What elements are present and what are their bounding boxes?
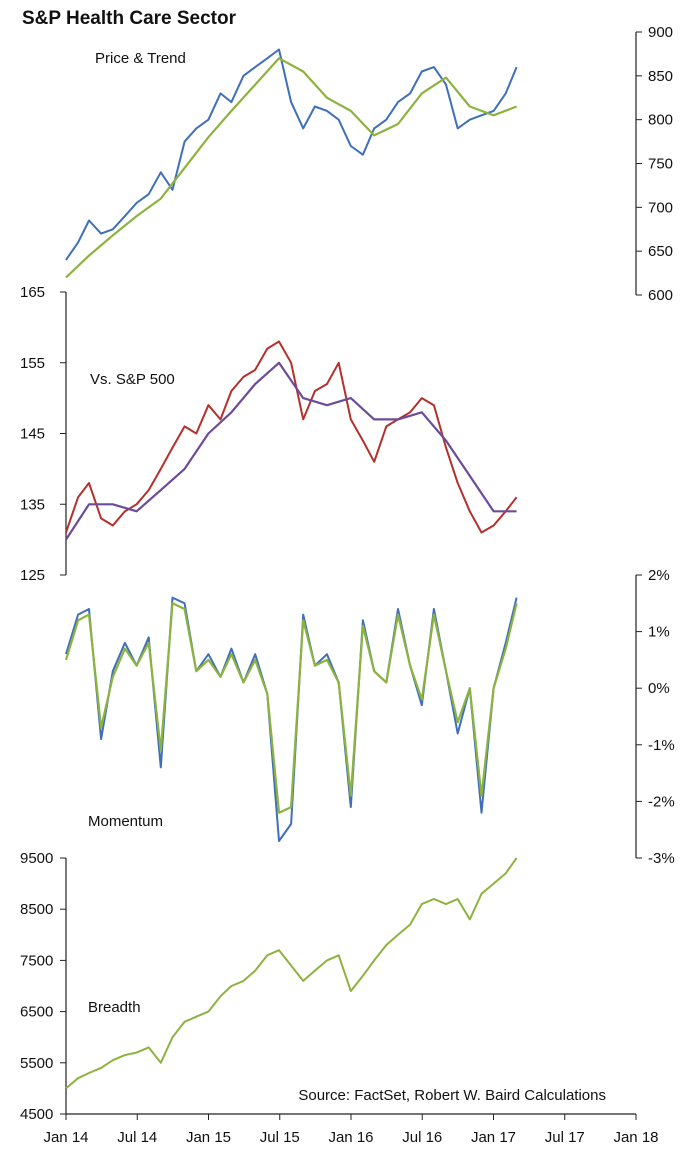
panel-1-series-1-line (65, 48, 518, 261)
y-tick-label: 700 (648, 199, 673, 216)
series-group (64, 48, 518, 1090)
y-tick-label: 0% (648, 680, 670, 697)
y-tick-label: 165 (20, 284, 45, 301)
y-tick-label: 135 (20, 496, 45, 513)
y-tick-label: -1% (648, 737, 675, 754)
panel-1-label: Price & Trend (95, 50, 186, 67)
y-tick-label: 800 (648, 112, 673, 129)
source-note: Source: FactSet, Robert W. Baird Calcula… (298, 1087, 606, 1104)
panel-2-series-2-line (65, 361, 517, 541)
y-tick-label: 5500 (20, 1055, 53, 1072)
y-tick-label: 650 (648, 243, 673, 260)
panel-3-label: Momentum (88, 813, 163, 830)
x-tick-label: Jul 17 (545, 1129, 585, 1146)
y-tick-label: 9500 (20, 850, 53, 867)
y-tick-label: 125 (20, 567, 45, 584)
chart-title: S&P Health Care Sector (22, 8, 237, 29)
y-tick-label: 4500 (20, 1106, 53, 1123)
y-tick-label: 2% (648, 567, 670, 584)
y-tick-label: 750 (648, 156, 673, 173)
y-tick-label: 1% (648, 624, 670, 641)
x-tick-label: Jan 17 (471, 1129, 516, 1146)
panel-4-series-1-line (65, 857, 518, 1090)
y-tick-label: 155 (20, 355, 45, 372)
y-tick-label: -2% (648, 793, 675, 810)
x-tick-label: Jul 14 (117, 1129, 157, 1146)
labels-group: Jan 14 Jul 14 Jan 15 Jul 15 Jan 16 Jul 16 Jan … (20, 24, 675, 1146)
y-tick-label: 145 (20, 426, 45, 443)
x-tick-label: Jan 14 (43, 1129, 88, 1146)
x-tick-label: Jan 16 (328, 1129, 373, 1146)
x-tick-label: Jul 16 (402, 1129, 442, 1146)
y-tick-label: 850 (648, 68, 673, 85)
y-tick-label: 6500 (20, 1004, 53, 1021)
panel-4-label: Breadth (88, 999, 141, 1016)
y-tick-label: 900 (648, 24, 673, 41)
y-tick-label: -3% (648, 850, 675, 867)
y-tick-label: 8500 (20, 901, 53, 918)
y-tick-label: 600 (648, 287, 673, 304)
y-tick-label: 7500 (20, 952, 53, 969)
x-tick-label: Jan 15 (186, 1129, 231, 1146)
panel-3-series-2-line (64, 602, 518, 814)
x-tick-label: Jan 18 (613, 1129, 658, 1146)
axes-group (60, 31, 642, 1120)
panel-2-label: Vs. S&P 500 (90, 371, 175, 388)
panel-2-series-1-line (65, 340, 518, 534)
x-tick-label: Jul 15 (260, 1129, 300, 1146)
panel-1-series-2-line (65, 57, 517, 279)
